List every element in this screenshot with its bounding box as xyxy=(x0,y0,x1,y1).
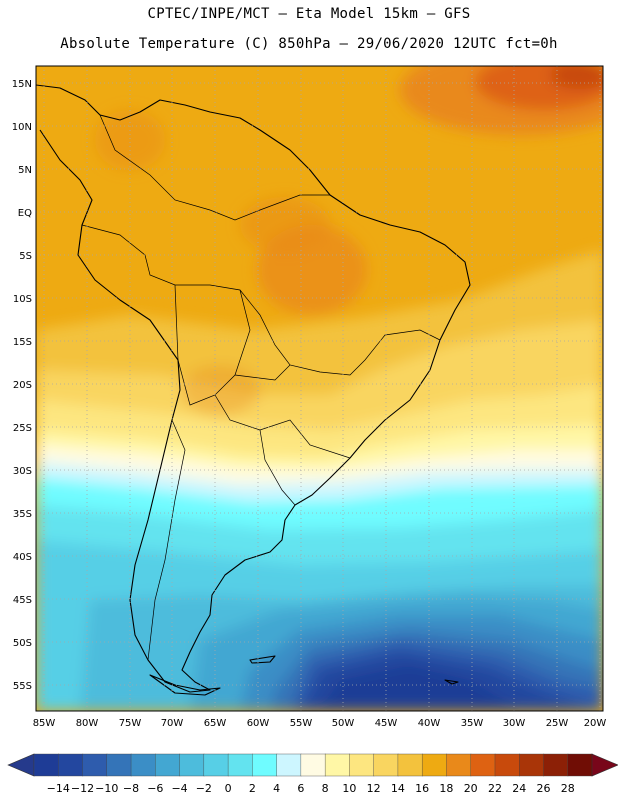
lat-label: 55S xyxy=(13,681,32,692)
lon-label: 30W xyxy=(503,718,526,729)
color-bar-label: −14 xyxy=(47,782,70,795)
color-bar-swatch xyxy=(252,753,278,777)
temperature-field xyxy=(36,66,603,711)
color-bar-swatch xyxy=(349,753,375,777)
color-bar-label: 24 xyxy=(512,782,526,795)
map-frame xyxy=(35,65,604,712)
color-bar-label: 4 xyxy=(273,782,280,795)
color-bar-label: 12 xyxy=(367,782,381,795)
color-bar-arrow-left xyxy=(7,753,35,777)
lat-label: 20S xyxy=(13,380,32,391)
color-bar-label: 0 xyxy=(225,782,232,795)
color-bar-arrow-right xyxy=(591,753,618,777)
color-bar-swatch xyxy=(300,753,326,777)
color-bar-swatch xyxy=(397,753,423,777)
lon-label: 60W xyxy=(247,718,270,729)
lon-label: 35W xyxy=(461,718,484,729)
lat-label: 5N xyxy=(18,165,32,176)
lon-label: 20W xyxy=(584,718,607,729)
color-bar-label: −4 xyxy=(171,782,187,795)
color-bar-label: 22 xyxy=(488,782,502,795)
lat-label: 15S xyxy=(13,337,32,348)
color-bar-label: −10 xyxy=(95,782,118,795)
lat-label: 10S xyxy=(13,294,32,305)
lat-label: 5S xyxy=(19,251,32,262)
lat-label: 45S xyxy=(13,595,32,606)
color-bar-swatch xyxy=(58,753,84,777)
map-title-line1: CPTEC/INPE/MCT – Eta Model 15km – GFS xyxy=(147,6,471,22)
lon-label: 40W xyxy=(418,718,441,729)
latitude-axis: 15N 10N 5N EQ 5S 10S 15S 20S 25S 30S 35S… xyxy=(12,79,32,692)
color-bar-swatch xyxy=(106,753,132,777)
lon-label: 25W xyxy=(546,718,569,729)
lat-label: 15N xyxy=(12,79,32,90)
color-bar-label: 20 xyxy=(464,782,478,795)
color-bar-swatch xyxy=(130,753,156,777)
color-bar-swatch xyxy=(567,753,593,777)
coastline xyxy=(36,84,471,696)
lon-label: 55W xyxy=(290,718,313,729)
lon-label: 45W xyxy=(375,718,398,729)
color-bar-label: −2 xyxy=(196,782,212,795)
lat-label: 30S xyxy=(13,466,32,477)
color-bar-swatch xyxy=(446,753,472,777)
color-bar-label: −8 xyxy=(123,782,139,795)
lon-label: 75W xyxy=(119,718,142,729)
color-bar-label: −12 xyxy=(71,782,94,795)
color-bar-label: 28 xyxy=(561,782,575,795)
color-bar-swatch xyxy=(227,753,253,777)
lon-label: 50W xyxy=(332,718,355,729)
graticule xyxy=(36,66,603,711)
lat-label: 25S xyxy=(13,423,32,434)
lat-label: 35S xyxy=(13,509,32,520)
color-bar xyxy=(7,753,618,777)
lon-label: 80W xyxy=(76,718,99,729)
color-bar-swatch xyxy=(82,753,108,777)
color-bar-labels: −14 −12 −10 −8 −6 −4 −2 0 2 4 6 8 10 12 14 16 18 20 22 24 26… xyxy=(47,782,575,795)
color-bar-label: 14 xyxy=(391,782,405,795)
color-bar-swatch xyxy=(519,753,545,777)
lat-label: 50S xyxy=(13,638,32,649)
color-bar-swatch xyxy=(421,753,448,777)
country-borders xyxy=(81,114,441,661)
color-bar-label: 10 xyxy=(342,782,356,795)
color-bar-swatch xyxy=(494,753,520,777)
map-title-line2: Absolute Temperature (C) 850hPa – 29/06/… xyxy=(60,36,558,52)
color-bar-swatch xyxy=(373,753,399,777)
color-bar-swatch xyxy=(470,753,496,777)
lat-label: EQ xyxy=(18,208,32,219)
color-bar-swatch xyxy=(324,753,350,777)
color-bar-swatch xyxy=(543,753,569,777)
color-bar-label: 16 xyxy=(415,782,429,795)
color-bar-label: −6 xyxy=(147,782,163,795)
lon-label: 70W xyxy=(161,718,184,729)
color-bar-label: 2 xyxy=(249,782,256,795)
color-bar-label: 8 xyxy=(322,782,329,795)
color-bar-swatch xyxy=(203,753,229,777)
lat-label: 40S xyxy=(13,552,32,563)
color-bar-swatch xyxy=(179,753,205,777)
longitude-axis: 85W 80W 75W 70W 65W 60W 55W 50W 45W 40W … xyxy=(33,718,607,729)
color-bar-swatch xyxy=(276,753,302,777)
color-bar-swatch xyxy=(33,753,59,777)
lon-label: 65W xyxy=(204,718,227,729)
lon-label: 85W xyxy=(33,718,56,729)
color-bar-label: 26 xyxy=(536,782,550,795)
lat-label: 10N xyxy=(12,122,32,133)
color-bar-label: 6 xyxy=(297,782,304,795)
color-bar-label: 18 xyxy=(439,782,453,795)
color-bar-swatch xyxy=(155,753,181,777)
